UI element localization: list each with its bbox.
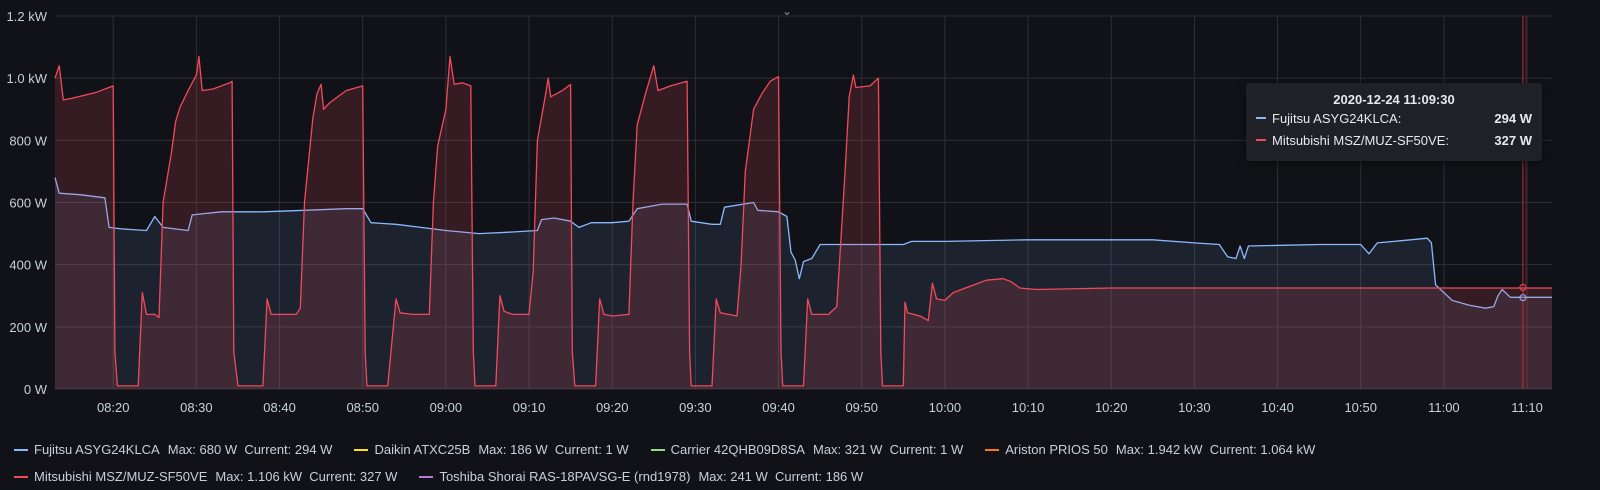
tooltip-series-value: 327 W <box>1494 132 1532 148</box>
y-tick-label: 1.0 kW <box>7 71 48 86</box>
series-line <box>54 177 1552 309</box>
x-tick-label: 09:00 <box>430 400 463 415</box>
legend-swatch <box>985 448 1000 451</box>
legend-item-carrier[interactable]: Carrier 42QHB09D8SA Max: 321 W Current: … <box>650 436 964 463</box>
x-tick-label: 10:40 <box>1261 400 1294 415</box>
series-area <box>55 177 1552 389</box>
legend-name: Carrier 42QHB09D8SA <box>670 442 805 457</box>
hover-cursor <box>1519 16 1527 389</box>
legend-stats: Max: 680 W Current: 294 W <box>167 442 333 457</box>
x-tick-label: 08:20 <box>97 400 130 415</box>
legend-swatch <box>650 448 665 451</box>
x-tick-label: 09:30 <box>679 400 712 415</box>
x-tick-label: 09:40 <box>762 400 795 415</box>
y-tick-label: 200 W <box>9 320 47 335</box>
tooltip: 2020-12-24 11:09:30 Fujitsu ASYG24KLCA: … <box>1246 83 1542 161</box>
tooltip-swatch <box>1256 139 1266 141</box>
x-tick-label: 08:50 <box>346 400 379 415</box>
power-chart: 0 W 200 W 400 W 600 W 800 W 1.0 kW 1.2 kW 08:2… <box>7 9 1552 415</box>
y-tick-label: 400 W <box>9 258 47 273</box>
tooltip-time: 2020-12-24 11:09:30 <box>1333 92 1455 107</box>
legend-stats: Max: 241 W Current: 186 W <box>698 469 864 484</box>
tooltip-row: Mitsubishi MSZ/MUZ-SF50VE: 327 W <box>1246 129 1542 151</box>
tooltip-swatch <box>1256 117 1266 119</box>
x-tick-label: 11:10 <box>1511 400 1543 415</box>
x-tick-label: 08:40 <box>263 400 296 415</box>
cursor-point <box>1519 294 1527 302</box>
tooltip-series-name: Mitsubishi MSZ/MUZ-SF50VE: <box>1272 132 1449 148</box>
legend-swatch <box>419 475 434 478</box>
x-tick-label: 08:30 <box>180 400 213 415</box>
chevron-down-icon[interactable]: ⌄ <box>782 4 793 18</box>
legend-stats: Max: 1.106 kW Current: 327 W <box>215 469 398 484</box>
series-area <box>55 56 1552 390</box>
x-tick-label: 10:50 <box>1344 400 1377 415</box>
x-tick-label: 09:10 <box>513 400 546 415</box>
x-tick-label: 10:00 <box>929 400 962 415</box>
legend: Fujitsu ASYG24KLCA Max: 680 W Current: 2… <box>14 436 1594 490</box>
x-axis: 08:20 08:30 08:40 08:50 09:00 09:10 09:20 09:30… <box>97 400 1543 415</box>
x-tick-label: 10:30 <box>1178 400 1211 415</box>
legend-stats: Max: 1.942 kW Current: 1.064 kW <box>1115 442 1316 457</box>
legend-item-daikin[interactable]: Daikin ATXC25B Max: 186 W Current: 1 W <box>354 436 629 463</box>
tooltip-series-name: Fujitsu ASYG24KLCA: <box>1272 110 1402 126</box>
tooltip-series-value: 294 W <box>1494 110 1532 126</box>
x-tick-label: 09:50 <box>845 400 878 415</box>
x-tick-label: 09:20 <box>596 400 629 415</box>
y-tick-label: 0 W <box>24 382 48 397</box>
grid <box>55 15 1552 390</box>
series-line <box>54 55 1552 387</box>
legend-row: Fujitsu ASYG24KLCA Max: 680 W Current: 2… <box>14 436 1594 463</box>
legend-swatch <box>354 448 369 451</box>
x-tick-label: 10:20 <box>1095 400 1128 415</box>
legend-swatch <box>14 448 28 451</box>
legend-stats: Max: 321 W Current: 1 W <box>812 442 964 457</box>
legend-name: Fujitsu ASYG24KLCA <box>34 442 160 457</box>
x-tick-label: 10:10 <box>1012 400 1045 415</box>
cursor-point <box>1519 283 1527 291</box>
legend-name: Mitsubishi MSZ/MUZ-SF50VE <box>34 469 208 484</box>
x-tick-label: 11:00 <box>1428 400 1460 415</box>
legend-name: Toshiba Shorai RAS-18PAVSG-E (rnd1978) <box>439 469 691 484</box>
legend-name: Ariston PRIOS 50 <box>1005 442 1108 457</box>
legend-item-fujitsu[interactable]: Fujitsu ASYG24KLCA Max: 680 W Current: 2… <box>14 436 332 463</box>
legend-swatch <box>14 475 28 478</box>
legend-item-toshiba[interactable]: Toshiba Shorai RAS-18PAVSG-E (rnd1978) M… <box>419 463 863 490</box>
y-tick-label: 600 W <box>9 196 47 211</box>
legend-stats: Max: 186 W Current: 1 W <box>478 442 629 457</box>
legend-item-mitsubishi[interactable]: Mitsubishi MSZ/MUZ-SF50VE Max: 1.106 kW … <box>14 463 397 490</box>
legend-name: Daikin ATXC25B <box>374 442 471 457</box>
series-layer <box>54 55 1552 390</box>
legend-item-ariston[interactable]: Ariston PRIOS 50 Max: 1.942 kW Current: … <box>985 436 1315 463</box>
y-axis: 0 W 200 W 400 W 600 W 800 W 1.0 kW 1.2 kW <box>7 9 48 397</box>
y-tick-label: 1.2 kW <box>7 9 48 24</box>
y-tick-label: 800 W <box>9 133 47 148</box>
tooltip-row: Fujitsu ASYG24KLCA: 294 W <box>1246 107 1542 129</box>
legend-row: Mitsubishi MSZ/MUZ-SF50VE Max: 1.106 kW … <box>14 463 1594 490</box>
